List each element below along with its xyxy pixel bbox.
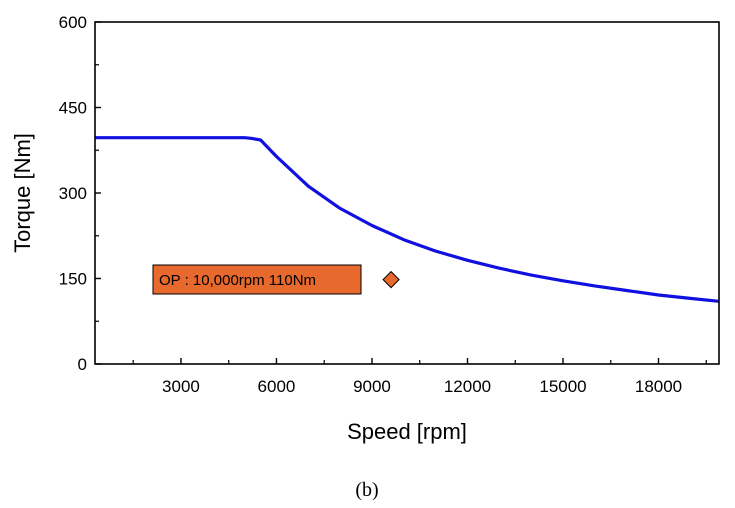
x-tick-label: 6000 (258, 377, 296, 396)
annotation-background (152, 264, 362, 295)
y-tick-label: 150 (59, 270, 87, 289)
operating-point-marker (382, 270, 400, 289)
y-axis-title: Torque [Nm] (10, 133, 35, 253)
x-tick-label: 9000 (353, 377, 391, 396)
y-tick-label: 450 (59, 99, 87, 118)
series-layer (95, 136, 720, 303)
y-tick-label: 300 (59, 184, 87, 203)
annotation-box: OP : 10,000rpm 110Nm (152, 264, 362, 295)
annotation-text: OP : 10,000rpm 110Nm (159, 272, 316, 289)
figure-caption: (b) (355, 479, 378, 501)
x-tick-label: 15000 (539, 377, 586, 396)
torque-curve (95, 136, 720, 303)
x-tick-label: 12000 (444, 377, 491, 396)
x-tick-label: 18000 (635, 377, 682, 396)
points-layer (382, 270, 400, 289)
y-tick-label: 0 (78, 355, 87, 374)
axis-ticks: 0 150 300 450 600 3000 6000 9000 12000 15000 18000 (59, 13, 707, 396)
x-tick-label: 3000 (162, 377, 200, 396)
y-tick-label: 600 (59, 13, 87, 32)
plot-frame (94, 21, 720, 365)
x-axis-title: Speed [rpm] (347, 419, 467, 444)
